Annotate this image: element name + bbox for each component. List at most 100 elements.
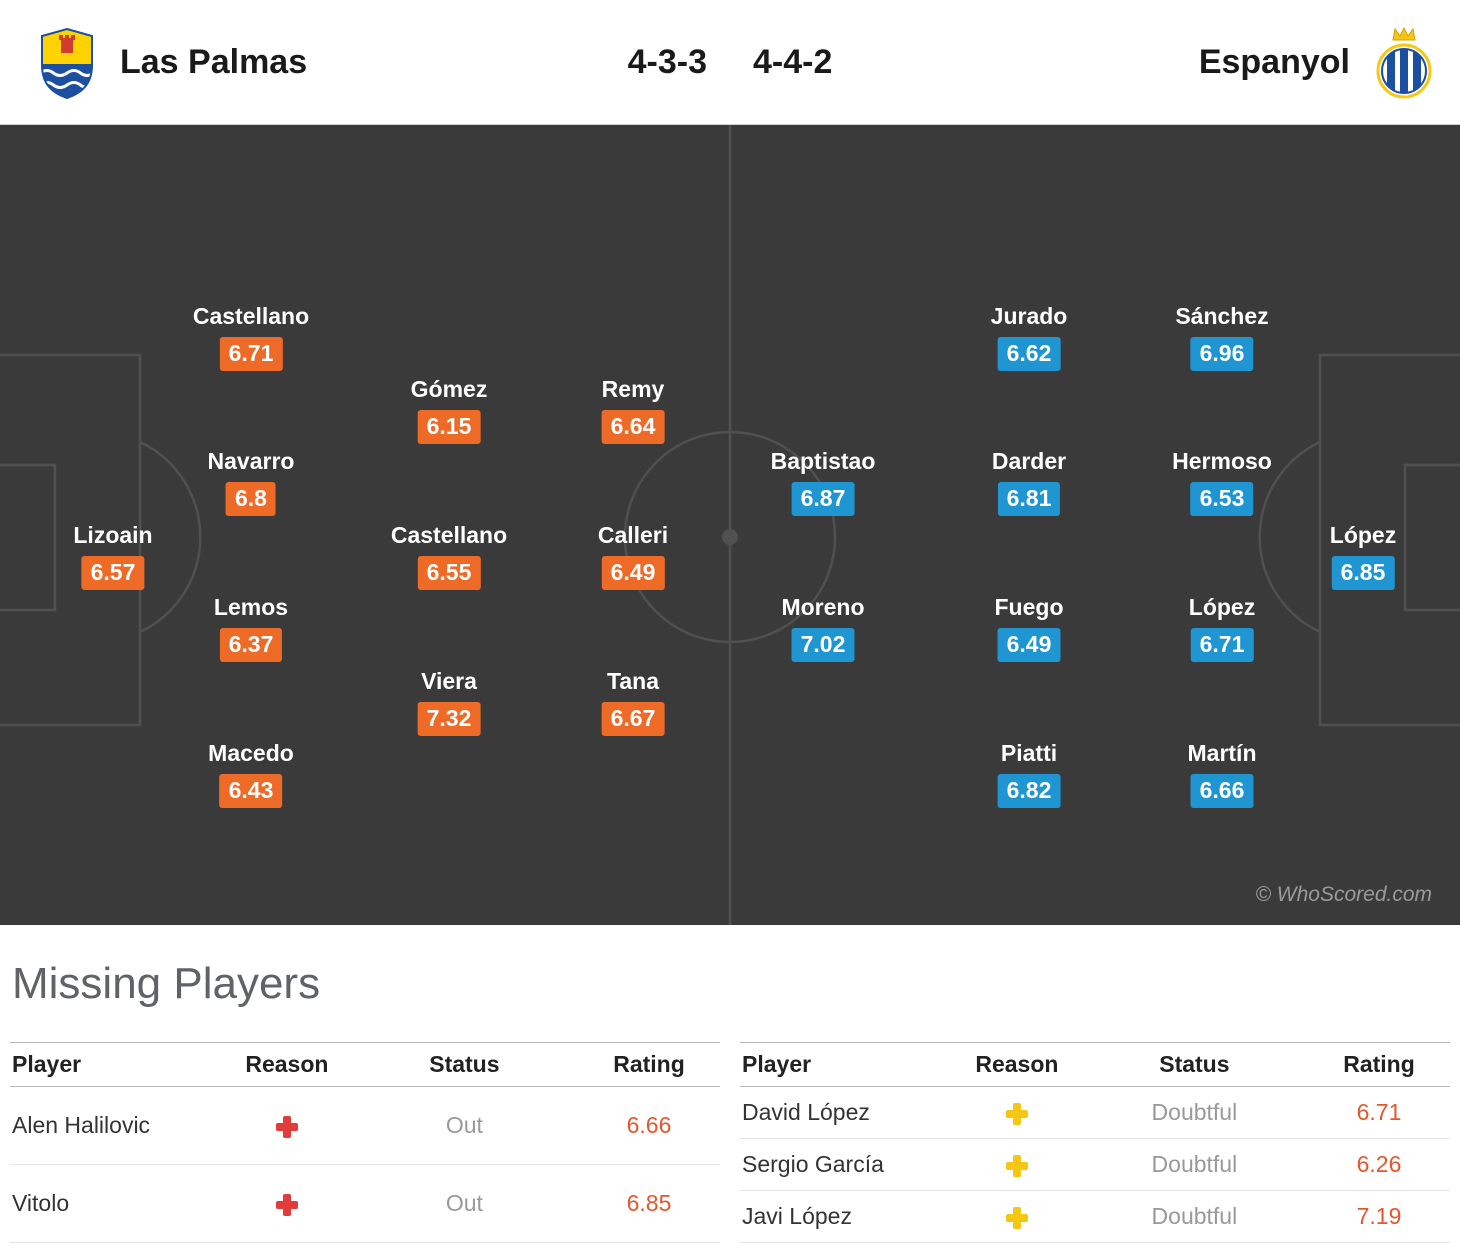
player: Tana 6.67	[601, 668, 665, 736]
home-formation: 4-3-3	[627, 43, 707, 81]
reason-cell	[953, 1086, 1081, 1139]
player-name: Remy	[601, 376, 665, 402]
col-rating: Rating	[577, 1041, 720, 1087]
player: Navarro 6.8	[207, 448, 295, 516]
away-team-name: Espanyol	[1198, 43, 1350, 81]
espanyol-crest-icon	[1376, 26, 1432, 98]
player: Macedo 6.43	[208, 740, 294, 808]
player: Hermoso 6.53	[1172, 448, 1272, 516]
player-name: Calleri	[597, 522, 669, 548]
player-name: Lemos	[213, 594, 289, 620]
las-palmas-crest-icon	[41, 27, 93, 99]
missing-status: Doubtful	[1080, 1190, 1308, 1243]
player-name: Piatti	[1000, 740, 1058, 766]
player-name: López	[1188, 594, 1256, 620]
player: Moreno 7.02	[781, 594, 865, 662]
player: Gómez 6.15	[410, 376, 488, 444]
missing-rating: 6.66	[577, 1086, 720, 1165]
col-player: Player	[740, 1041, 953, 1087]
player-rating: 7.32	[417, 702, 481, 736]
table-header-row: Player Reason Status Rating	[740, 1041, 1450, 1087]
missing-player-name: Alen Halilovic	[10, 1086, 223, 1165]
red-cross-icon	[275, 1115, 298, 1138]
player-name: Jurado	[990, 303, 1068, 329]
missing-status: Doubtful	[1080, 1086, 1308, 1139]
player: Darder 6.81	[991, 448, 1067, 516]
table-row: Vitolo Out 6.85	[10, 1164, 720, 1243]
col-rating: Rating	[1307, 1041, 1450, 1087]
player-name: Fuego	[994, 594, 1064, 620]
player-name: Navarro	[207, 448, 295, 474]
table-row: David López Doubtful 6.71	[740, 1086, 1450, 1139]
player-rating: 6.15	[417, 410, 481, 444]
missing-players-section: Missing Players Player Reason Status Rat…	[0, 925, 1460, 1243]
player: López 6.85	[1329, 522, 1397, 590]
player-rating: 6.8	[226, 482, 276, 516]
player: Fuego 6.49	[994, 594, 1064, 662]
player-name: Martín	[1187, 740, 1257, 766]
missing-players-title: Missing Players	[12, 959, 321, 1008]
whoscored-watermark: © WhoScored.com	[1255, 883, 1432, 906]
reason-cell	[953, 1138, 1081, 1191]
table-row: Alen Halilovic Out 6.66	[10, 1086, 720, 1165]
player: Castellano 6.55	[391, 522, 507, 590]
red-cross-icon	[275, 1193, 298, 1216]
player-name: Gómez	[410, 376, 488, 402]
yellow-plus-icon	[1005, 1206, 1028, 1229]
player-rating: 6.64	[601, 410, 665, 444]
missing-tables: Player Reason Status Rating Alen Halilov…	[10, 1041, 1450, 1243]
missing-player-name: Sergio García	[740, 1138, 953, 1191]
player: Castellano 6.71	[193, 303, 309, 371]
missing-player-name: Javi López	[740, 1190, 953, 1243]
away-missing-table: Player Reason Status Rating David López …	[740, 1041, 1450, 1243]
missing-player-name: David López	[740, 1086, 953, 1139]
missing-rating: 6.71	[1307, 1086, 1450, 1139]
missing-rating: 6.85	[577, 1164, 720, 1243]
player-name: Darder	[991, 448, 1067, 474]
home-team-block: Las Palmas	[40, 0, 307, 125]
missing-status: Doubtful	[1080, 1138, 1308, 1191]
player: Viera 7.32	[417, 668, 481, 736]
reason-cell	[223, 1164, 351, 1243]
player: Jurado 6.62	[990, 303, 1068, 371]
player-rating: 6.49	[997, 628, 1061, 662]
player-rating: 6.71	[1190, 628, 1254, 662]
player-rating: 7.02	[791, 628, 855, 662]
player-name: Baptistao	[770, 448, 876, 474]
player-name: Viera	[421, 668, 477, 694]
player: Piatti 6.82	[997, 740, 1061, 808]
player-name: López	[1329, 522, 1397, 548]
player-rating: 6.66	[1190, 774, 1254, 808]
player: López 6.71	[1188, 594, 1256, 662]
table-header-row: Player Reason Status Rating	[10, 1041, 720, 1087]
missing-status: Out	[350, 1086, 578, 1165]
player-name: Moreno	[781, 594, 865, 620]
player-rating: 6.67	[601, 702, 665, 736]
reason-cell	[223, 1086, 351, 1165]
player-rating: 6.62	[997, 337, 1061, 371]
home-missing-table: Player Reason Status Rating Alen Halilov…	[10, 1041, 720, 1243]
player-rating: 6.55	[417, 556, 481, 590]
col-reason: Reason	[953, 1041, 1081, 1087]
away-team-block: Espanyol	[1199, 0, 1432, 125]
col-player: Player	[10, 1041, 223, 1087]
player-rating: 6.71	[219, 337, 283, 371]
player: Baptistao 6.87	[770, 448, 876, 516]
missing-status: Out	[350, 1164, 578, 1243]
yellow-plus-icon	[1005, 1154, 1028, 1177]
home-team-name: Las Palmas	[120, 43, 308, 81]
player: Lemos 6.37	[213, 594, 289, 662]
player-rating: 6.49	[601, 556, 665, 590]
player: Remy 6.64	[601, 376, 665, 444]
player-rating: 6.53	[1190, 482, 1254, 516]
player-name: Tana	[607, 668, 659, 694]
missing-player-name: Vitolo	[10, 1164, 223, 1243]
missing-rating: 7.19	[1307, 1190, 1450, 1243]
player-rating: 6.37	[219, 628, 283, 662]
player-name: Macedo	[208, 740, 294, 766]
player-name: Lizoain	[73, 522, 153, 548]
formations: 4-3-3 4-4-2	[628, 0, 833, 125]
player: Calleri 6.49	[597, 522, 669, 590]
player: Sánchez 6.96	[1175, 303, 1269, 371]
table-row: Sergio García Doubtful 6.26	[740, 1138, 1450, 1191]
